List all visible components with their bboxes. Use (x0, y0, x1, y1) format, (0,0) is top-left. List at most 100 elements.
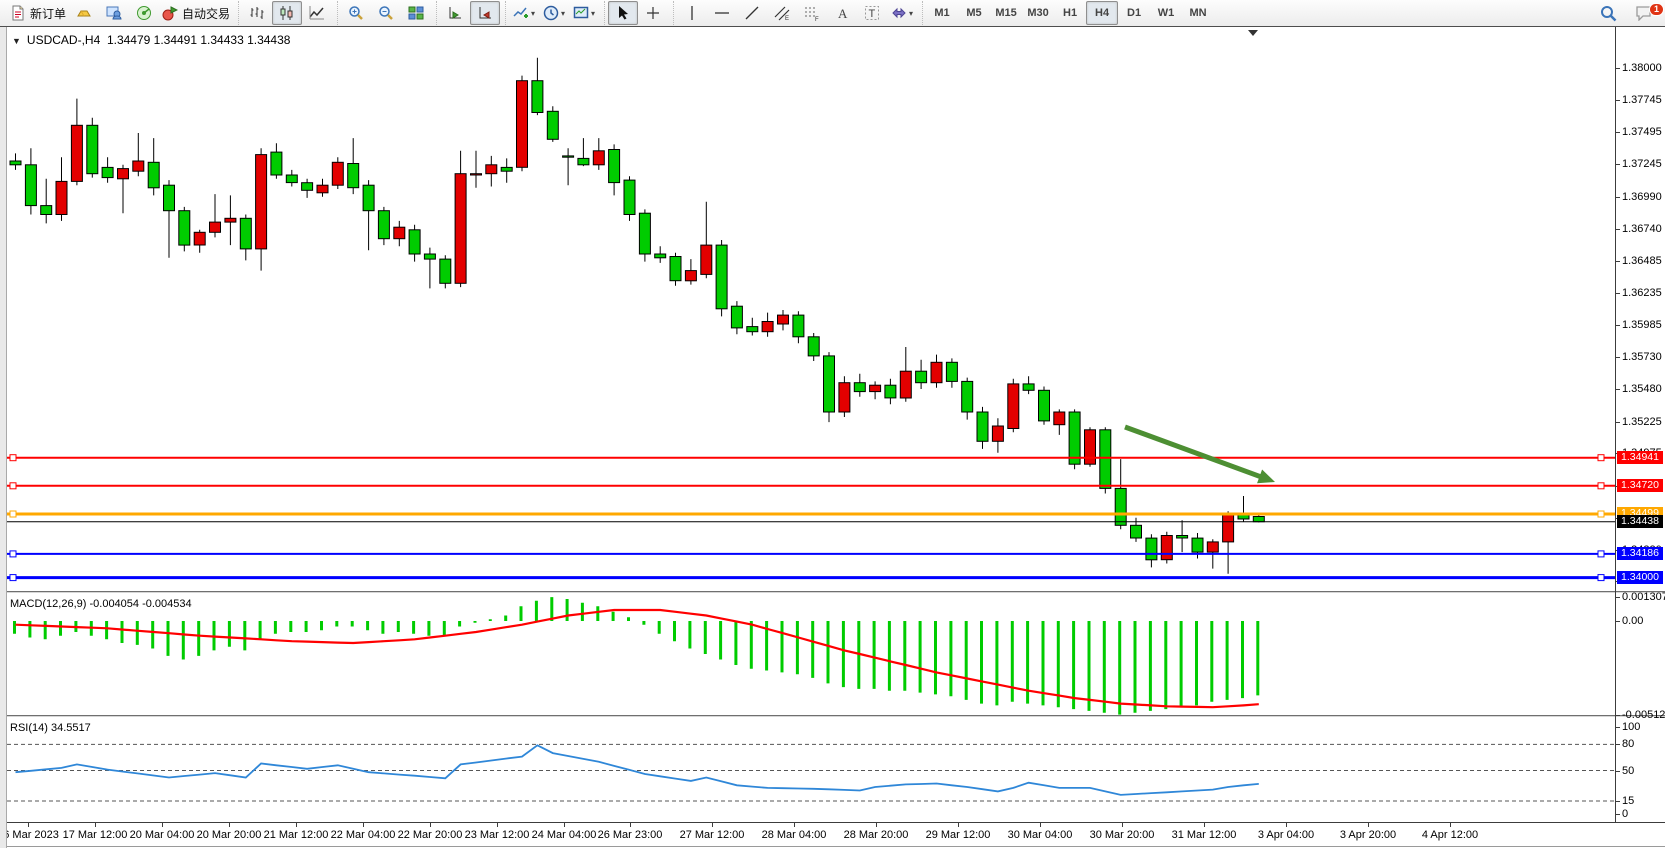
timeframe-h1[interactable]: H1 (1063, 7, 1078, 19)
macd-tick-label: -0.005123 (1622, 709, 1665, 721)
time-tick (497, 823, 498, 827)
price-tick (1615, 357, 1620, 358)
cursor-button[interactable] (608, 1, 639, 25)
tile-windows-button[interactable] (401, 1, 431, 25)
vertical-line-button[interactable] (677, 1, 707, 25)
svg-text:T: T (869, 8, 876, 20)
terminal-button[interactable] (99, 1, 129, 25)
trendline-button[interactable] (737, 1, 767, 25)
timeframe-d1[interactable]: D1 (1127, 7, 1142, 19)
time-tick-label: 21 Mar 12:00 (263, 829, 329, 841)
auto-trading-button[interactable]: 自动交易 (159, 1, 233, 25)
timeframe-m1[interactable]: M1 (934, 7, 950, 19)
chart-shift-marker[interactable] (1248, 30, 1258, 36)
bear-candles[interactable] (9, 80, 1265, 561)
price-tick (1615, 293, 1620, 294)
price-line-badge: 1.34941 (1617, 451, 1663, 464)
price-tick (1615, 100, 1620, 101)
line-chart-button[interactable] (302, 1, 332, 25)
macd-label: MACD(12,26,9) -0.004054 -0.004534 (10, 598, 192, 610)
price-tick-label: 1.36990 (1622, 191, 1662, 203)
market-watch-button[interactable] (69, 1, 99, 25)
equidistant-channel-button[interactable]: E (767, 1, 797, 25)
time-tick-label: 3 Apr 04:00 (1257, 829, 1315, 841)
price-line-badge: 1.34438 (1617, 515, 1663, 528)
chart-window[interactable]: ▼ USDCAD-,H4 1.34479 1.34491 1.34433 1.34… (0, 26, 1665, 848)
rsi-pane[interactable] (0, 718, 1665, 820)
auto-scroll-button[interactable] (440, 1, 470, 25)
main-price-pane[interactable] (0, 27, 1665, 591)
toolbar: 新订单 自动交易 ▾ ▾ ▾ E F A T ▾ M1 M5 M15 M30 H1 H4 D1 W1 MN 1 (0, 0, 1665, 27)
periods-button[interactable]: ▾ (539, 1, 569, 25)
arrows-button[interactable]: ▾ (887, 1, 917, 25)
dropdown-arrow-icon[interactable]: ▾ (591, 8, 596, 18)
hline-1.34720[interactable] (7, 482, 1615, 490)
time-tick (162, 823, 163, 827)
candlestick-chart-button[interactable] (272, 1, 303, 25)
rsi-tick-label: 0 (1622, 808, 1629, 820)
bar-chart-button[interactable] (242, 1, 272, 25)
line-handle (1597, 550, 1605, 558)
line-handle (1597, 574, 1605, 582)
time-axis[interactable]: 16 Mar 2023 17 Mar 12:00 20 Mar 04:00 20 Ma… (0, 822, 1665, 847)
bull-candles[interactable] (55, 80, 1235, 561)
line-handle (9, 454, 17, 462)
price-tick-label: 1.37745 (1622, 94, 1662, 106)
time-tick (95, 823, 96, 827)
time-tick-label: 29 Mar 12:00 (925, 829, 991, 841)
time-tick-label: 23 Mar 12:00 (464, 829, 530, 841)
zoom-out-button[interactable] (371, 1, 401, 25)
dropdown-arrow-icon[interactable]: ▾ (561, 8, 566, 18)
time-tick (1040, 823, 1041, 827)
price-tick (1615, 197, 1620, 198)
price-tick (1615, 68, 1620, 69)
signals-button[interactable] (129, 1, 159, 25)
hline-1.34186[interactable] (7, 550, 1615, 558)
timeframe-m30[interactable]: M30 (1027, 7, 1049, 19)
chevron-down-icon[interactable]: ▼ (12, 36, 21, 46)
search-button[interactable] (1593, 1, 1623, 25)
price-line-badge: 1.34000 (1617, 571, 1663, 584)
macd-tick-label: 0.00 (1622, 615, 1644, 627)
line-handle (9, 510, 17, 518)
dropdown-arrow-icon[interactable]: ▾ (909, 8, 914, 18)
timeframe-m5[interactable]: M5 (966, 7, 982, 19)
time-tick-label: 24 Mar 04:00 (531, 829, 597, 841)
time-tick (794, 823, 795, 827)
hline-1.34499[interactable] (7, 510, 1615, 518)
new-order-button[interactable]: 新订单 (7, 1, 69, 25)
time-tick (876, 823, 877, 827)
macd-pane[interactable] (0, 594, 1665, 715)
trend-arrow-annotation[interactable] (1124, 424, 1275, 484)
time-tick-label: 20 Mar 04:00 (129, 829, 195, 841)
line-handle (9, 550, 17, 558)
time-tick-label: 31 Mar 12:00 (1171, 829, 1237, 841)
hline-1.34941[interactable] (7, 454, 1615, 462)
crosshair-button[interactable] (638, 1, 668, 25)
toolbar-group: ▾ ▾ ▾ (505, 1, 602, 25)
indicators-button[interactable]: ▾ (509, 1, 539, 25)
price-tick (1615, 389, 1620, 390)
horizontal-line-button[interactable] (707, 1, 737, 25)
timeframe-m15[interactable]: M15 (995, 7, 1017, 19)
dropdown-arrow-icon[interactable]: ▾ (531, 8, 536, 18)
notifications-button[interactable]: 1 (1629, 1, 1664, 25)
rsi-tick-label: 50 (1622, 765, 1635, 777)
svg-text:E: E (785, 16, 789, 21)
templates-button[interactable]: ▾ (569, 1, 599, 25)
chart-shift-button[interactable] (470, 1, 501, 25)
toolbar-group: 新订单 自动交易 (4, 1, 236, 25)
timeframe-h4[interactable]: H4 (1086, 1, 1119, 25)
timeframe-mn[interactable]: MN (1189, 7, 1207, 19)
fibonacci-button[interactable]: F (797, 1, 827, 25)
pane-separator[interactable] (0, 715, 1665, 718)
timeframe-w1[interactable]: W1 (1157, 7, 1175, 19)
rsi-tick (1615, 814, 1620, 815)
text-label-button[interactable]: T (857, 1, 887, 25)
price-tick-label: 1.38000 (1622, 62, 1662, 74)
hline-1.34000[interactable] (7, 574, 1615, 582)
price-tick (1615, 422, 1620, 423)
zoom-in-button[interactable] (341, 1, 371, 25)
text-button[interactable]: A (827, 1, 857, 25)
pane-separator[interactable] (0, 591, 1665, 594)
